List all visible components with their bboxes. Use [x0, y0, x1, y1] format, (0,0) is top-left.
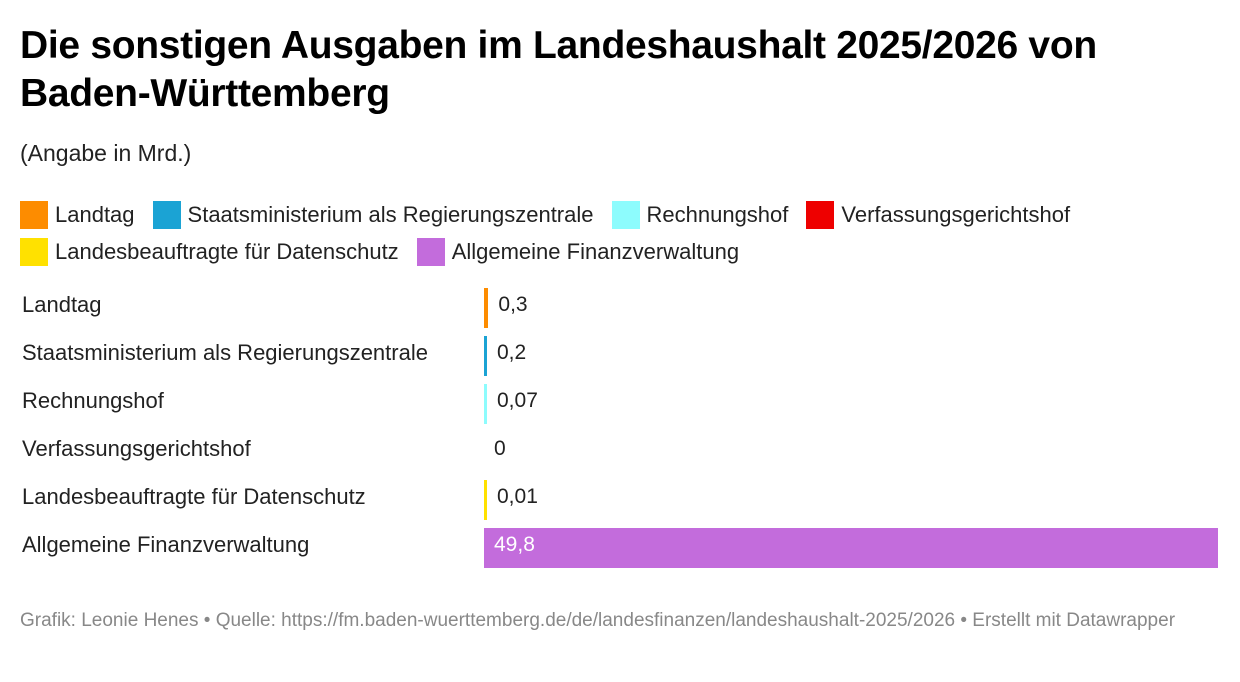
legend-swatch — [806, 200, 835, 229]
legend-label: Landesbeauftragte für Datenschutz — [55, 238, 399, 264]
bar-chart: Landtag 0,3 Staatsministerium als Regierun… — [0, 284, 1240, 574]
chart-footer: Grafik: Leonie Henes • Quelle: https://f… — [20, 610, 1176, 631]
category-label: Allgemeine Finanzverwaltung — [22, 532, 310, 557]
category-label: Staatsministerium als Regierungszentrale — [22, 340, 428, 365]
legend-row: Landesbeauftragte für Datenschutz Allgem… — [20, 233, 1220, 270]
legend-label: Staatsministerium als Regierungszentrale — [187, 201, 594, 227]
value-label: 49,8 — [494, 533, 535, 556]
legend-label: Allgemeine Finanzverwaltung — [451, 238, 740, 264]
legend-item-rechnungshof: Rechnungshof — [611, 200, 789, 229]
bar-row: Allgemeine Finanzverwaltung 49,8 — [0, 524, 1240, 572]
bar-row: Rechnungshof 0,07 — [0, 380, 1240, 428]
category-label: Landesbeauftragte für Datenschutz — [22, 484, 366, 509]
legend-swatch — [20, 200, 48, 229]
legend-label: Landtag — [55, 201, 135, 227]
legend-item-staatsministerium: Staatsministerium als Regierungszentrale — [152, 200, 594, 229]
bar-row: Staatsministerium als Regierungszentrale… — [0, 332, 1240, 380]
bar-row: Landesbeauftragte für Datenschutz 0,01 — [0, 476, 1240, 524]
value-label: 0,01 — [497, 485, 538, 508]
legend-item-verfassungsgerichtshof: Verfassungsgerichtshof — [806, 200, 1071, 229]
bar — [484, 384, 487, 424]
legend-item-datenschutz: Landesbeauftragte für Datenschutz — [20, 237, 399, 266]
legend-label: Verfassungsgerichtshof — [841, 201, 1071, 227]
bar-row: Verfassungsgerichtshof 0 — [0, 428, 1240, 476]
chart-subtitle: (Angabe in Mrd.) — [20, 140, 192, 166]
value-label: 0,07 — [497, 389, 538, 412]
bar — [484, 288, 489, 328]
value-label: 0 — [494, 437, 506, 460]
bar — [484, 480, 487, 520]
bar-row: Landtag 0,3 — [0, 284, 1240, 332]
category-label: Landtag — [22, 292, 102, 317]
chart-title: Die sonstigen Ausgaben im Landeshaushalt… — [20, 24, 1097, 115]
legend-swatch — [152, 200, 181, 229]
legend-item-landtag: Landtag — [20, 200, 135, 229]
value-label: 0,2 — [497, 341, 527, 364]
legend-swatch — [20, 237, 48, 266]
legend-item-finanzverwaltung: Allgemeine Finanzverwaltung — [416, 237, 740, 266]
legend: Landtag Staatsministerium als Regierungs… — [20, 196, 1220, 270]
legend-swatch — [416, 237, 445, 266]
bar — [484, 336, 487, 376]
value-label: 0,3 — [498, 293, 528, 316]
bar — [484, 528, 1218, 568]
category-label: Rechnungshof — [22, 388, 164, 413]
legend-swatch — [611, 200, 640, 229]
legend-row: Landtag Staatsministerium als Regierungs… — [20, 196, 1220, 233]
category-label: Verfassungsgerichtshof — [22, 436, 251, 461]
legend-label: Rechnungshof — [646, 201, 789, 227]
